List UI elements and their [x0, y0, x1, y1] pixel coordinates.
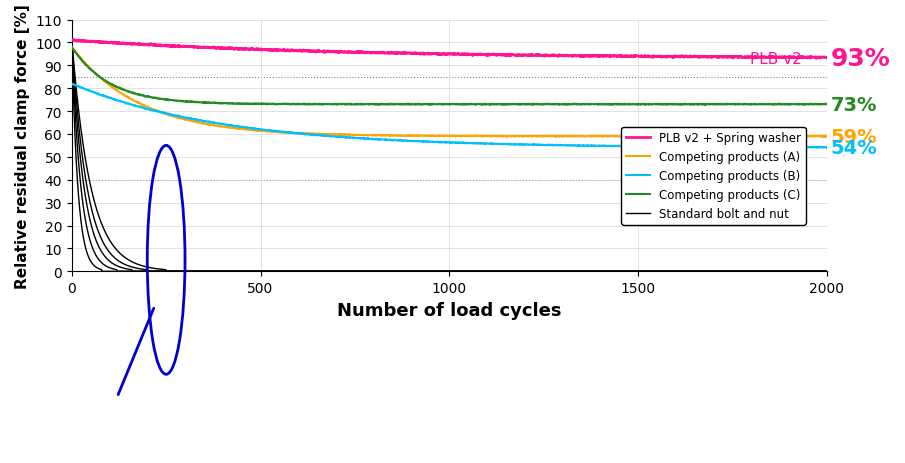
Text: 93%: 93% [831, 47, 891, 71]
Text: 73%: 73% [831, 95, 877, 114]
Text: 54%: 54% [831, 139, 877, 158]
Text: PLB v2: PLB v2 [750, 52, 812, 67]
Y-axis label: Relative residual clamp force [%]: Relative residual clamp force [%] [15, 4, 30, 288]
Legend: PLB v2 + Spring washer, Competing products (A), Competing products (B), Competin: PLB v2 + Spring washer, Competing produc… [621, 127, 805, 225]
Text: 59%: 59% [831, 127, 877, 146]
X-axis label: Number of load cycles: Number of load cycles [337, 301, 561, 319]
